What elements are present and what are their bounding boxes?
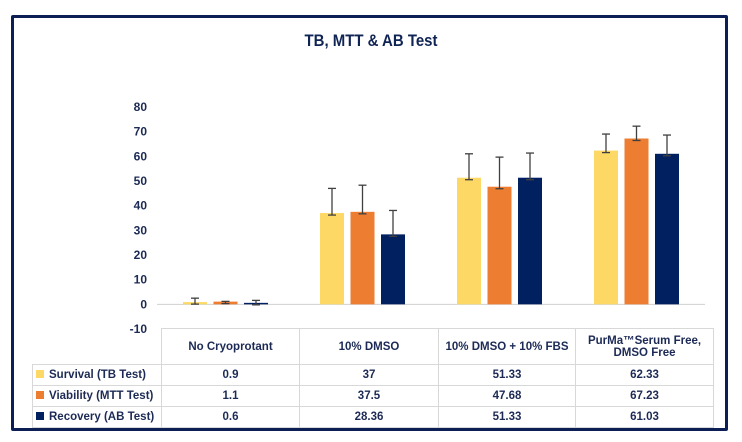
error-bars: [191, 125, 671, 306]
bar: [487, 186, 512, 305]
table-cell: 67.23: [575, 385, 714, 407]
legend-entry-recovery: Recovery (AB Test): [32, 406, 162, 428]
table-cell: 0.9: [161, 364, 300, 386]
y-tick-label: 70: [134, 125, 148, 139]
y-tick-label: 80: [134, 100, 148, 114]
bar: [457, 177, 481, 305]
bar: [594, 150, 618, 305]
y-tick-label: 60: [134, 149, 148, 163]
table-row: Survival (TB Test) 0.9 37 51.33 62.33: [32, 364, 714, 386]
bar: [655, 153, 679, 305]
table-header-row: No Cryoprotant 10% DMSO 10% DMSO + 10% F…: [32, 328, 714, 365]
y-tick-label: 10: [134, 273, 148, 287]
legend-swatch-survival: [36, 370, 44, 378]
y-tick-label: 0: [140, 297, 147, 311]
table-corner: [32, 328, 162, 365]
legend-entry-viability: Viability (MTT Test): [32, 385, 162, 407]
table-cell: 0.6: [161, 406, 300, 428]
table-cell: 47.68: [438, 385, 576, 407]
y-tick-label: 20: [134, 248, 148, 262]
table-cell: 62.33: [575, 364, 714, 386]
y-tick-label: 40: [134, 199, 148, 213]
legend-swatch-viability: [36, 391, 44, 399]
table-row: Recovery (AB Test) 0.6 28.36 51.33 61.03: [32, 406, 714, 428]
bar: [320, 213, 344, 305]
y-tick-label: 30: [134, 223, 148, 237]
table-cell: 37: [299, 364, 439, 386]
table-header-cell: PurMa™Serum Free, DMSO Free: [575, 328, 714, 365]
bar: [350, 211, 375, 305]
legend-label: Viability (MTT Test): [49, 390, 154, 402]
legend-swatch-recovery: [36, 412, 44, 420]
table-cell: 1.1: [161, 385, 300, 407]
bars: [183, 138, 679, 305]
table-header-cell: 10% DMSO: [299, 328, 439, 365]
data-table: No Cryoprotant 10% DMSO 10% DMSO + 10% F…: [32, 328, 714, 428]
table-cell: 37.5: [299, 385, 439, 407]
legend-label: Recovery (AB Test): [49, 411, 155, 423]
table-cell: 51.33: [438, 406, 576, 428]
table-cell: 28.36: [299, 406, 439, 428]
table-cell: 51.33: [438, 364, 576, 386]
bar: [381, 234, 405, 305]
table-header-cell: No Cryoprotant: [161, 328, 300, 365]
bar: [518, 177, 542, 305]
y-tick-label: 50: [134, 174, 148, 188]
table-row: Viability (MTT Test) 1.1 37.5 47.68 67.2…: [32, 385, 714, 407]
bar: [624, 138, 649, 305]
legend-entry-survival: Survival (TB Test): [32, 364, 162, 386]
table-cell: 61.03: [575, 406, 714, 428]
chart-title: TB, MTT & AB Test: [304, 31, 438, 50]
legend-label: Survival (TB Test): [49, 369, 146, 381]
table-header-cell: 10% DMSO + 10% FBS: [438, 328, 576, 365]
